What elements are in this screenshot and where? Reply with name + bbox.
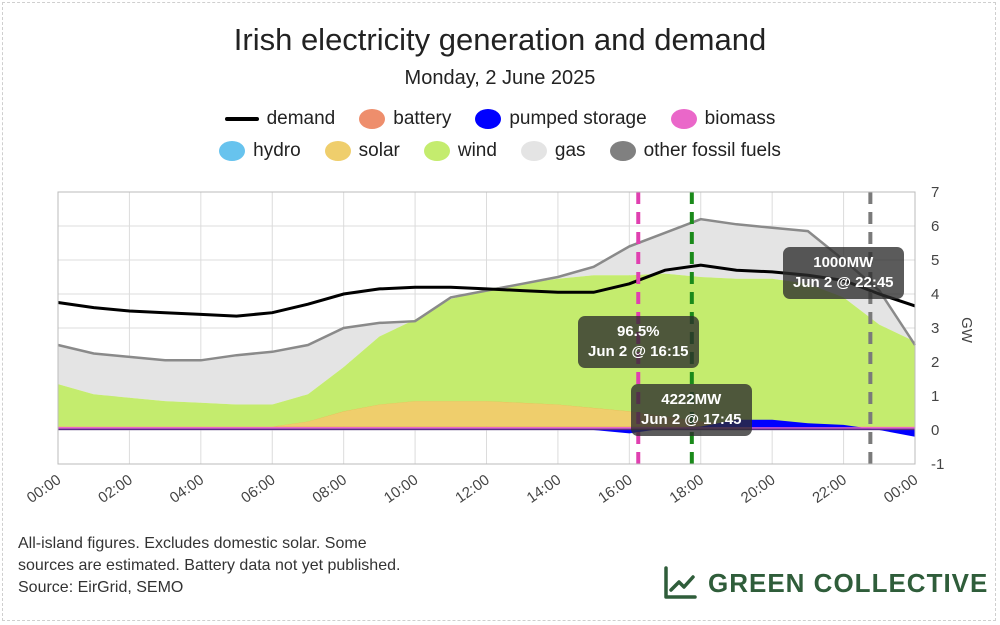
x-tick-label: 00:00: [881, 471, 922, 506]
area-solar: [58, 400, 915, 427]
y-tick-label: 7: [931, 184, 939, 201]
legend-item-battery[interactable]: battery: [359, 108, 451, 130]
x-tick-label: 22:00: [809, 471, 850, 506]
chart-subtitle: Monday, 2 June 2025: [404, 67, 596, 89]
footnote-line: All-island figures. Excludes domestic so…: [18, 535, 367, 552]
tooltip-gas-output: 1000MW Jun 2 @ 22:45: [783, 247, 904, 299]
legend-swatch-battery: [359, 109, 386, 129]
tooltip-value: 96.5%: [616, 323, 660, 340]
legend-label: gas: [554, 140, 586, 161]
legend-label: demand: [266, 108, 336, 129]
demand-line: [57, 263, 916, 318]
x-tick-label: 20:00: [738, 471, 779, 506]
x-tick-label: 16:00: [595, 471, 636, 506]
tooltip-value: 1000MW: [813, 254, 874, 271]
tooltip-value: 4222MW: [661, 391, 722, 408]
legend-label: hydro: [253, 140, 301, 161]
y-tick-label: 6: [931, 218, 939, 235]
legend-swatch-pumped-storage: [475, 109, 502, 129]
footnote: All-island figures. Excludes domestic so…: [18, 533, 458, 599]
plot-area: [57, 191, 916, 465]
x-tick-label: 18:00: [667, 471, 708, 506]
chart-title: Irish electricity generation and demand: [233, 22, 767, 57]
legend-label: wind: [457, 140, 497, 161]
tooltip-time: Jun 2 @ 16:15: [588, 343, 689, 360]
legend-label: solar: [358, 140, 400, 161]
x-tick-label: 02:00: [95, 471, 136, 506]
total-generation-line: [57, 217, 917, 362]
legend-swatch-solar: [324, 141, 351, 161]
legend-row-2: hydro solar wind gas other fossil fuels: [0, 140, 1000, 162]
x-tick-label: 10:00: [381, 471, 422, 506]
y-tick-label: 3: [931, 320, 939, 337]
legend-swatch-gas: [520, 141, 547, 161]
y-tick-label: 5: [931, 252, 939, 269]
tooltip-wind-output: 4222MW Jun 2 @ 17:45: [631, 384, 752, 436]
legend-item-other-fossil-fuels[interactable]: other fossil fuels: [609, 140, 781, 162]
x-tick-label: 12:00: [452, 471, 493, 506]
tooltip-time: Jun 2 @ 17:45: [641, 411, 742, 428]
legend-item-biomass[interactable]: biomass: [670, 108, 776, 130]
legend-item-demand[interactable]: demand: [224, 108, 336, 130]
legend-swatch-wind: [423, 141, 450, 161]
legend-item-solar[interactable]: solar: [324, 140, 400, 162]
legend-swatch-other-fossil-fuels: [609, 141, 636, 161]
legend-label: biomass: [704, 108, 776, 129]
x-tick-label: 04:00: [167, 471, 208, 506]
y-tick-label: 1: [931, 388, 939, 405]
tooltip-time: Jun 2 @ 22:45: [793, 274, 894, 291]
y-tick-label: 0: [931, 422, 939, 439]
y-tick-label: 4: [931, 286, 939, 303]
legend-item-pumped-storage[interactable]: pumped storage: [475, 108, 647, 130]
x-tick-label: 06:00: [238, 471, 279, 506]
legend-swatch-biomass: [670, 109, 697, 129]
brand-name: GREEN COLLECTIVE: [708, 567, 989, 598]
legend-swatch-hydro: [219, 141, 246, 161]
legend-label: pumped storage: [509, 108, 647, 129]
y-tick-label: 2: [931, 354, 939, 371]
chart-trend-icon: [664, 566, 697, 599]
x-tick-label: 14:00: [524, 471, 565, 506]
x-tick-label: 08:00: [309, 471, 350, 506]
legend-item-hydro[interactable]: hydro: [219, 140, 301, 162]
y-axis-label: GW: [958, 317, 975, 344]
x-tick-label: 00:00: [24, 471, 65, 506]
footnote-line: sources are estimated. Battery data not …: [18, 557, 401, 574]
legend-item-gas[interactable]: gas: [520, 140, 586, 162]
legend-label: other fossil fuels: [643, 140, 781, 161]
legend-label: battery: [393, 108, 452, 129]
footnote-source: Source: EirGrid, SEMO: [18, 579, 184, 596]
brand-logo: GREEN COLLECTIVE: [662, 565, 988, 601]
legend-item-wind[interactable]: wind: [423, 140, 497, 162]
legend-swatch-demand: [224, 117, 259, 121]
y-tick-label: -1: [931, 456, 944, 473]
legend-row-1: demand battery pumped storage biomass: [0, 108, 1000, 130]
tooltip-wind-share: 96.5% Jun 2 @ 16:15: [578, 316, 699, 368]
